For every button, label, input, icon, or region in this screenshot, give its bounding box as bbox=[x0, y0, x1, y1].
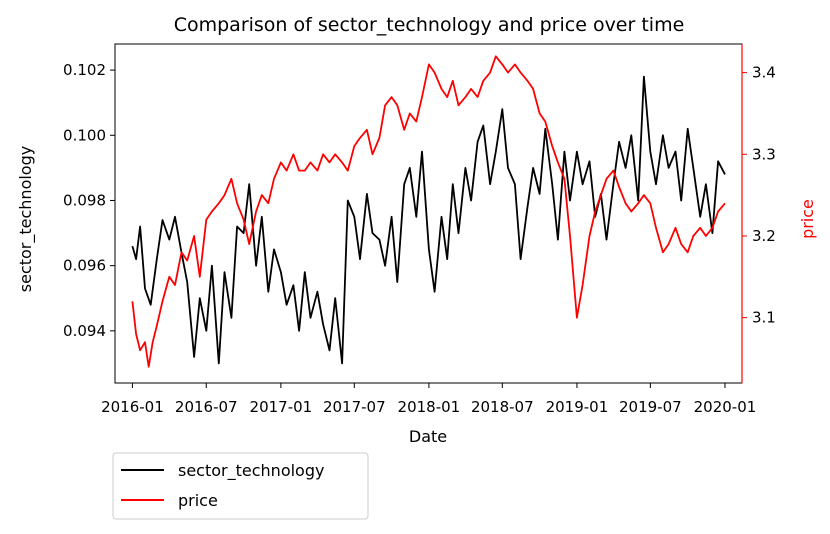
y2-tick-label: 3.3 bbox=[752, 145, 776, 163]
series-line-price bbox=[131, 55, 726, 368]
chart-title: Comparison of sector_technology and pric… bbox=[174, 14, 685, 36]
y2-tick-label: 3.4 bbox=[752, 64, 776, 82]
y-tick-label: 0.096 bbox=[63, 257, 106, 275]
y-tick-label: 0.098 bbox=[63, 191, 106, 209]
y-tick-label: 0.094 bbox=[63, 322, 106, 340]
right-axis-ticks: 3.1 3.2 3.3 3.4 bbox=[742, 64, 776, 327]
x-axis-label: Date bbox=[409, 427, 447, 446]
x-tick-label: 2016-07 bbox=[175, 398, 238, 416]
series-line-sector-technology bbox=[131, 75, 726, 365]
y2-tick-label: 3.1 bbox=[752, 309, 776, 327]
legend-box bbox=[112, 452, 369, 520]
left-axis-label: sector_technology bbox=[16, 146, 36, 292]
x-tick-label: 2018-07 bbox=[471, 398, 534, 416]
x-axis-ticks: 2016-01 2016-07 2017-01 2017-07 2018-01 2018-… bbox=[101, 383, 756, 416]
y-tick-label: 0.102 bbox=[63, 61, 106, 79]
legend: sector_technology price bbox=[112, 452, 369, 520]
plot-series bbox=[131, 55, 726, 368]
x-tick-label: 2019-01 bbox=[546, 398, 609, 416]
legend-label-sector-technology: sector_technology bbox=[178, 461, 324, 481]
x-tick-label: 2020-01 bbox=[694, 398, 757, 416]
x-tick-label: 2019-07 bbox=[619, 398, 682, 416]
x-tick-label: 2017-07 bbox=[323, 398, 386, 416]
y2-tick-label: 3.2 bbox=[752, 227, 776, 245]
y-tick-label: 0.100 bbox=[63, 126, 106, 144]
x-tick-label: 2017-01 bbox=[250, 398, 313, 416]
right-axis-label: price bbox=[798, 199, 817, 239]
x-tick-label: 2018-01 bbox=[398, 398, 461, 416]
x-tick-label: 2016-01 bbox=[101, 398, 164, 416]
legend-label-price: price bbox=[178, 491, 218, 510]
left-axis-ticks: 0.094 0.096 0.098 0.100 0.102 bbox=[63, 61, 115, 340]
